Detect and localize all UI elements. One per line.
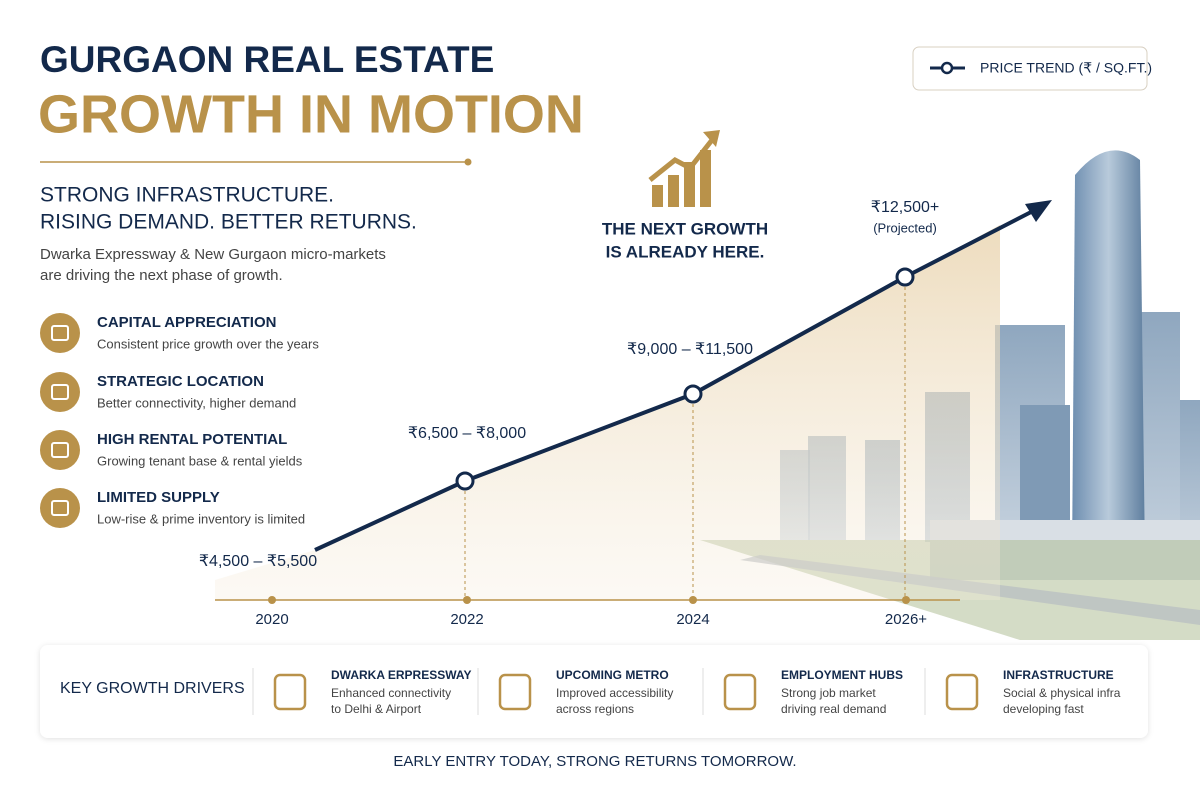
drivers-heading: KEY GROWTH DRIVERS (60, 680, 245, 697)
feature-text: Growing tenant base & rental yields (97, 453, 303, 468)
feature-title: CAPITAL APPRECIATION (97, 314, 276, 331)
legend-marker (940, 61, 954, 75)
trend-arrow (1025, 200, 1052, 222)
description: Dwarka Expressway & New Gurgaon micro-ma… (40, 246, 386, 263)
title: GURGAON REAL ESTATE (40, 39, 494, 80)
growth-icon (648, 130, 720, 207)
features: CAPITAL APPRECIATION Consistent price gro… (40, 313, 319, 528)
year-label: 2026+ (885, 611, 927, 628)
driver-icon (498, 673, 532, 711)
driver-text: Strong job market (781, 686, 876, 700)
price-label: ₹6,500 – ₹8,000 (408, 425, 526, 442)
timeline-dot (902, 596, 910, 604)
legend-box (912, 46, 1148, 91)
driver-text: Enhanced connectivity (331, 686, 451, 700)
price-label: ₹4,500 – ₹5,500 (199, 553, 317, 570)
trend-marker (683, 384, 703, 404)
feature-icon (40, 430, 80, 470)
drivers-panel (40, 645, 1148, 738)
feature-title: STRATEGIC LOCATION (97, 373, 264, 390)
driver-text: developing fast (1003, 702, 1084, 716)
driver-icon (723, 673, 757, 711)
footer: EARLY ENTRY TODAY, STRONG RETURNS TOMORR… (393, 753, 796, 770)
legend-label: PRICE TREND (₹ / SQ.FT.) (980, 60, 1152, 76)
feature-glyph (51, 384, 69, 400)
driver-title: DWARKA ERPRESSWAY (331, 668, 471, 682)
driver-title: INFRASTRUCTURE (1003, 668, 1114, 682)
feature-glyph (51, 442, 69, 458)
feature-icon (40, 488, 80, 528)
driver-text: Social & physical infra (1003, 686, 1121, 700)
callout: THE NEXT GROWTH (602, 219, 768, 238)
feature-glyph (51, 500, 69, 516)
feature-text: Better connectivity, higher demand (97, 395, 296, 410)
tagline: RISING DEMAND. BETTER RETURNS. (40, 211, 417, 234)
drivers: DWARKA ERPRESSWAY Enhanced connectivity to… (252, 668, 1121, 716)
tagline: STRONG INFRASTRUCTURE. (40, 184, 334, 207)
timeline-dot (268, 596, 276, 604)
subtitle: GROWTH IN MOTION (38, 84, 584, 144)
timeline-dot (463, 596, 471, 604)
divider-dot (464, 158, 472, 166)
year-label: 2020 (255, 611, 288, 628)
driver-icon (945, 673, 979, 711)
feature-title: HIGH RENTAL POTENTIAL (97, 431, 287, 448)
driver-text: to Delhi & Airport (331, 702, 422, 716)
year-label: 2022 (450, 611, 483, 628)
driver-title: UPCOMING METRO (556, 668, 669, 682)
driver-icon (273, 673, 307, 711)
driver-text: driving real demand (781, 702, 886, 716)
feature-icon (40, 372, 80, 412)
feature-glyph (51, 325, 69, 341)
feature-title: LIMITED SUPPLY (97, 489, 220, 506)
driver-text: Improved accessibility (556, 686, 673, 700)
price-label: ₹12,500+ (871, 199, 939, 216)
year-label: 2024 (676, 611, 709, 628)
driver-text: across regions (556, 702, 634, 716)
trend-marker (455, 471, 475, 491)
callout: IS ALREADY HERE. (606, 242, 765, 261)
feature-text: Low-rise & prime inventory is limited (97, 511, 305, 526)
timeline-dot (689, 596, 697, 604)
description: are driving the next phase of growth. (40, 267, 283, 284)
feature-text: Consistent price growth over the years (97, 336, 319, 351)
price-label: ₹9,000 – ₹11,500 (627, 341, 753, 358)
feature-icon (40, 313, 80, 353)
trend-points: 2020 ₹4,500 – ₹5,500 2022 ₹6,500 – ₹8,000 20… (199, 199, 939, 628)
price-note: (Projected) (873, 220, 937, 235)
driver-title: EMPLOYMENT HUBS (781, 668, 903, 682)
trend-marker (895, 267, 915, 287)
